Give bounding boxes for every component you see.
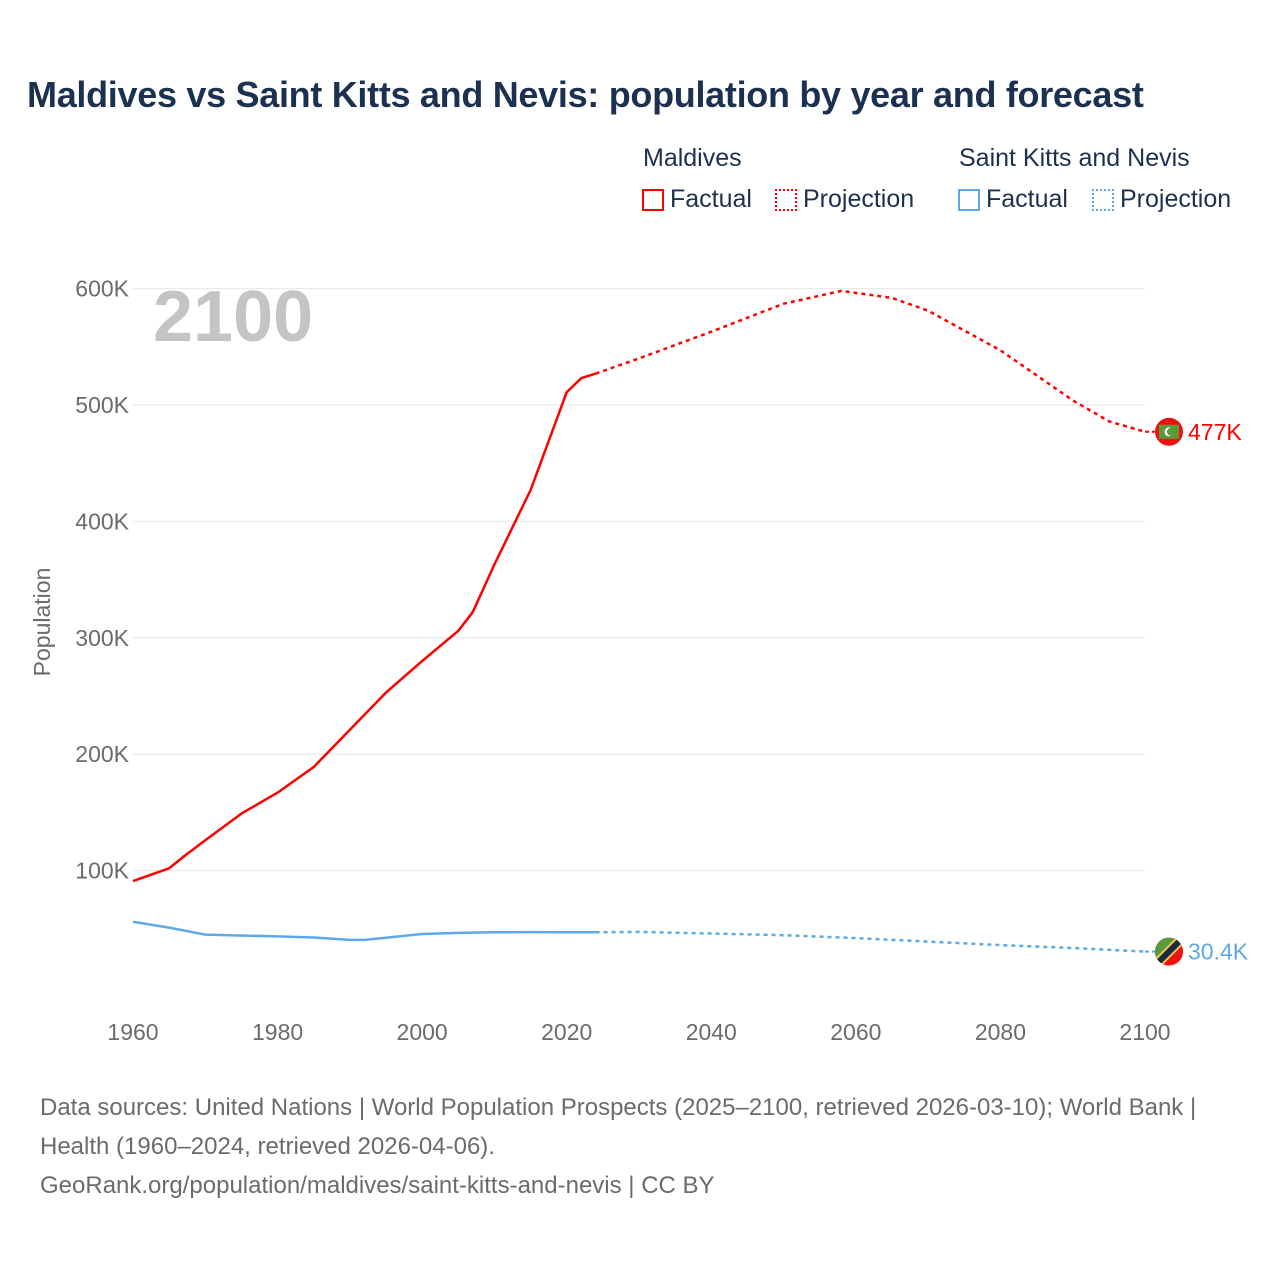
x-tick-label: 2080 [975,1019,1026,1045]
legend-maldives-factual[interactable]: Factual [642,185,752,214]
legend-maldives-projection[interactable]: Projection [775,185,914,214]
y-tick-label: 300K [75,625,129,651]
legend-group-skn: Saint Kitts and Nevis [959,144,1190,172]
x-tick-label: 2040 [686,1019,737,1045]
legend-swatch-solid [958,188,980,211]
series-line-factual-saint-kitts-and-nevis [132,920,596,942]
end-value-label: 477K [1188,419,1242,445]
legend-swatch-dotted [1092,188,1114,211]
y-tick-label: 600K [75,276,129,302]
end-value-label: 30.4K [1188,939,1249,965]
legend-swatch-solid [642,188,664,211]
x-tick-label: 2020 [541,1019,592,1045]
x-tick-label: 2060 [830,1019,881,1045]
legend-skn-projection[interactable]: Projection [1092,185,1231,214]
y-tick-label: 200K [75,741,129,767]
legend-swatch-dotted [775,188,797,211]
x-tick-label: 1980 [252,1019,303,1045]
maldives-flag-icon [1155,417,1183,446]
legend-label: Factual [670,185,752,213]
series-line-projection-saint-kitts-and-nevis [595,930,1146,953]
plot-area: 100K 200K 300K 400K 500K 600K 1960 1980 2000 2020… [29,276,1249,1045]
series-line-factual-maldives [132,372,596,883]
x-tick-label: 2100 [1119,1019,1170,1045]
legend-label: Projection [803,185,915,213]
legend-label: Factual [986,185,1068,213]
source-line: Data sources: United Nations | World Pop… [40,1094,1197,1160]
legend-label: Projection [1120,185,1232,213]
y-axis-label: Population [29,568,55,677]
y-tick-label: 500K [75,392,129,418]
year-watermark: 2100 [153,277,313,357]
y-tick-label: 100K [75,858,129,884]
source-link[interactable]: GeoRank.org/population/maldives/saint-ki… [40,1172,715,1199]
legend-group-maldives: Maldives [643,144,742,172]
legend-skn-factual[interactable]: Factual [958,185,1068,214]
x-tick-label: 1960 [107,1019,158,1045]
series-line-projection-maldives [595,289,1146,434]
data-source-note: Data sources: United Nations | World Pop… [40,1088,1240,1205]
y-tick-label: 400K [75,508,129,534]
x-tick-label: 2000 [397,1019,448,1045]
saint-kitts-and-nevis-flag-icon [1155,937,1183,966]
chart-title: Maldives vs Saint Kitts and Nevis: popul… [27,74,1144,115]
